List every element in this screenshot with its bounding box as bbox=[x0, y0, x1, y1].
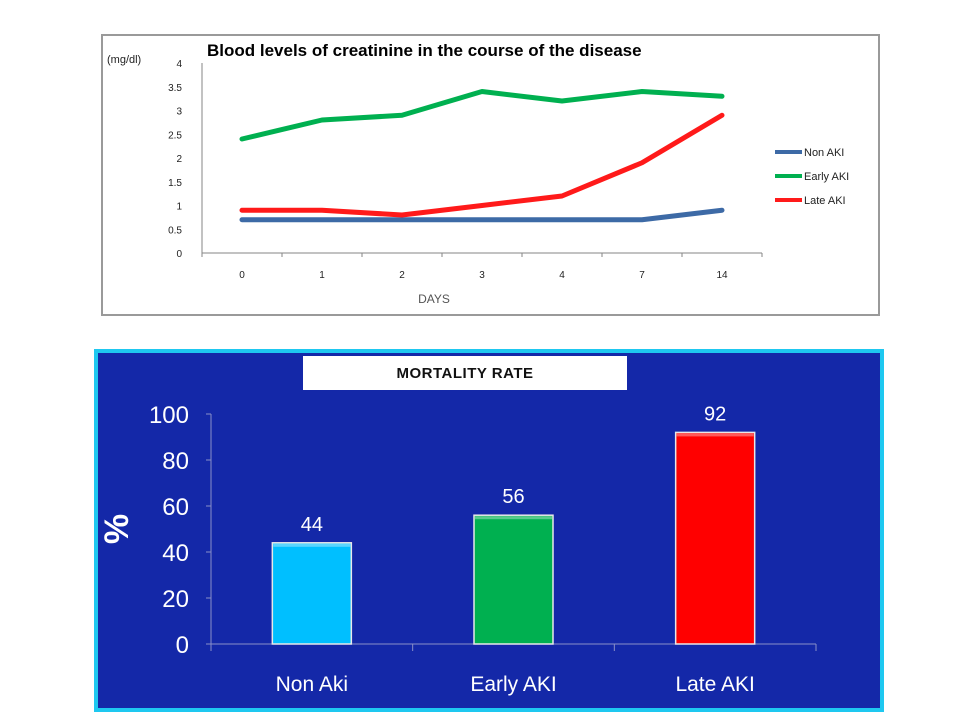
y-tick-label: 0 bbox=[176, 632, 189, 659]
bar-chart-y-label: % bbox=[98, 514, 136, 544]
y-tick-label: 100 bbox=[149, 402, 189, 429]
data-label: 44 bbox=[301, 514, 323, 536]
x-tick-label: 14 bbox=[716, 270, 728, 281]
x-tick-label: 7 bbox=[639, 270, 645, 281]
y-tick-label: 20 bbox=[162, 586, 189, 613]
data-label: 56 bbox=[502, 486, 524, 508]
bar-non-aki bbox=[271, 542, 353, 645]
bar-late-aki bbox=[674, 431, 756, 645]
y-tick-label: 0.5 bbox=[168, 225, 182, 236]
y-tick-label: 2 bbox=[176, 154, 182, 165]
x-tick-label: Non Aki bbox=[276, 673, 348, 696]
x-tick-label: 1 bbox=[319, 270, 325, 281]
line-chart-y-label: (mg/dl) bbox=[107, 54, 141, 66]
mortality-bar-chart: % 0 20 40 60 80 100 44 Non Aki 56 Early AKI 92 Lat… bbox=[98, 402, 817, 696]
y-tick-label: 3 bbox=[176, 107, 182, 118]
y-tick-label: 0 bbox=[176, 249, 182, 260]
y-tick-label: 40 bbox=[162, 540, 189, 567]
y-tick-label: 1 bbox=[176, 202, 182, 213]
series-line-late-aki bbox=[239, 112, 725, 218]
line-chart-x-label: DAYS bbox=[418, 292, 450, 306]
mortality-chart-panel: MORTALITY RATE % 0 20 40 60 80 100 44 Non Aki 5… bbox=[94, 349, 884, 712]
bar-highlight bbox=[273, 543, 351, 547]
data-label: 92 bbox=[704, 403, 726, 425]
series-line-early-aki bbox=[239, 89, 725, 142]
x-tick-label: 3 bbox=[479, 270, 485, 281]
line-chart-title: Blood levels of creatinine in the course… bbox=[207, 41, 642, 60]
x-tick-label: Early AKI bbox=[470, 673, 556, 696]
y-tick-label: 1.5 bbox=[168, 178, 182, 189]
creatinine-line-chart: Blood levels of creatinine in the course… bbox=[107, 41, 849, 306]
y-tick-label: 60 bbox=[162, 494, 189, 521]
x-tick-label: 0 bbox=[239, 270, 245, 281]
y-tick-label: 80 bbox=[162, 448, 189, 475]
y-tick-label: 4 bbox=[176, 59, 182, 70]
creatinine-chart-panel: Blood levels of creatinine in the course… bbox=[101, 34, 880, 316]
x-tick-label: Late AKI bbox=[675, 673, 754, 696]
bar-highlight bbox=[475, 516, 552, 520]
legend-label: Non AKI bbox=[804, 147, 844, 159]
series-line-non-aki bbox=[239, 207, 725, 223]
legend-label: Early AKI bbox=[804, 171, 849, 183]
y-tick-label: 2.5 bbox=[168, 130, 182, 141]
x-tick-label: 4 bbox=[559, 270, 565, 281]
bar-highlight bbox=[676, 433, 754, 437]
y-tick-label: 3.5 bbox=[168, 83, 182, 94]
legend-label: Late AKI bbox=[804, 195, 846, 207]
mortality-chart-title: MORTALITY RATE bbox=[303, 356, 627, 390]
x-tick-label: 2 bbox=[399, 270, 405, 281]
bar-early-aki bbox=[473, 514, 554, 645]
